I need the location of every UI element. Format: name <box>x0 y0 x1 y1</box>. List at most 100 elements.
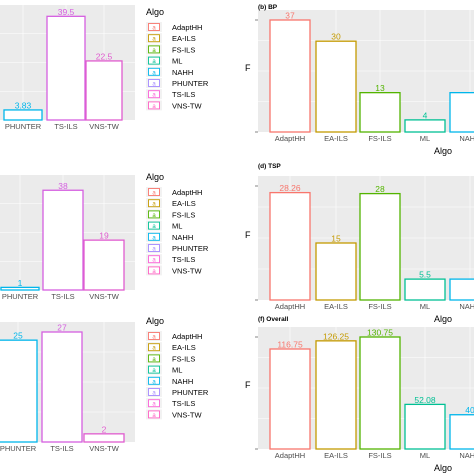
legend-label: VNS-TW <box>172 410 203 419</box>
legend-swatch <box>148 101 160 110</box>
bar-fs-ils <box>359 91 401 133</box>
legend-label: TS-ILS <box>172 90 195 99</box>
legend-label: FS-ILS <box>172 45 195 54</box>
panel-4: 28.26 AdaptHH 15 EA-ILS 28 FS-ILS 5.5 ML NAHH (d)… <box>245 163 474 324</box>
bar-ea-ils <box>315 242 357 301</box>
x-tick-label: FS-ILS <box>368 134 391 143</box>
bar-ml <box>404 403 446 450</box>
x-tick-label: PHUNTER <box>2 292 39 301</box>
legend-swatch <box>148 365 160 374</box>
x-tick-label: AdaptHH <box>275 451 305 460</box>
bar-adapthh <box>269 19 311 133</box>
bar-value-label: 28 <box>375 184 385 194</box>
legend-1: Algo a AdaptHH a EA-ILS a FS-ILS a ML a NAHH a PHUNT… <box>146 7 209 111</box>
legend-swatch <box>148 266 160 275</box>
legend-swatch <box>148 90 160 99</box>
legend-glyph: a <box>152 346 156 352</box>
legend-swatch <box>148 199 160 208</box>
bar-value-label: 13 <box>375 83 385 93</box>
legend-label: VNS-TW <box>172 266 203 275</box>
legend-label: EA-ILS <box>172 199 196 208</box>
bar-value-label: 28.26 <box>279 183 301 193</box>
legend-glyph: a <box>152 379 156 385</box>
legend-glyph: a <box>152 402 156 408</box>
legend-label: NAHH <box>172 377 193 386</box>
panel-3: 1 PHUNTER 38 TS-ILS 19 VNS-TW <box>0 175 135 301</box>
x-tick-label: PHUNTER <box>0 444 37 453</box>
x-tick-label: NAHH <box>459 134 474 143</box>
legend-swatch <box>148 343 160 352</box>
legend-glyph: a <box>152 37 156 43</box>
bar-value-label: 30 <box>331 32 341 42</box>
legend-label: FS-ILS <box>172 210 195 219</box>
legend-swatch <box>148 67 160 76</box>
x-tick-label: VNS-TW <box>89 292 120 301</box>
bar-value-label: 39.5 <box>58 7 75 17</box>
legend-label: TS-ILS <box>172 399 195 408</box>
legend-swatch <box>148 354 160 363</box>
bar-nahh <box>449 91 474 133</box>
legend-title: Algo <box>146 7 164 17</box>
legend-swatch <box>148 45 160 54</box>
bar-phunter <box>3 109 43 121</box>
x-tick-label: EA-ILS <box>324 451 348 460</box>
legend-label: VNS-TW <box>172 101 203 110</box>
x-tick-label: AdaptHH <box>275 134 305 143</box>
bar-value-label: 19 <box>99 231 109 241</box>
legend-glyph: a <box>152 202 156 208</box>
legend-glyph: a <box>152 391 156 397</box>
legend-swatch <box>148 34 160 43</box>
bar-value-label: 15 <box>331 234 341 244</box>
legend-swatch <box>148 221 160 230</box>
legend-label: FS-ILS <box>172 354 195 363</box>
legend-label: PHUNTER <box>172 79 209 88</box>
bar-value-label: 130.75 <box>367 328 393 338</box>
legend-label: NAHH <box>172 233 193 242</box>
legend-swatch <box>148 244 160 252</box>
legend-swatch <box>148 332 160 340</box>
bar-adapthh <box>269 348 311 450</box>
bar-value-label: 27 <box>57 323 67 333</box>
legend-label: ML <box>172 366 182 375</box>
legend-label: EA-ILS <box>172 34 196 43</box>
legend-label: AdaptHH <box>172 332 202 341</box>
x-tick-label: ML <box>420 451 430 460</box>
bar-fs-ils <box>359 336 401 450</box>
legend-swatch <box>148 388 160 396</box>
legend-glyph: a <box>152 104 156 110</box>
bar-value-label: 37 <box>285 11 295 21</box>
legend-label: ML <box>172 57 182 66</box>
bar-value-label: 25 <box>13 331 23 341</box>
legend-glyph: a <box>152 93 156 99</box>
x-tick-label: NAHH <box>459 302 474 311</box>
bar-value-label: 22.5 <box>96 51 113 61</box>
legend-glyph: a <box>152 247 156 253</box>
bar-value-label: 52.08 <box>414 395 436 405</box>
legend-glyph: a <box>152 269 156 275</box>
x-tick-label: TS-ILS <box>50 444 73 453</box>
legend-label: EA-ILS <box>172 343 196 352</box>
bar-value-label: 4 <box>423 110 428 120</box>
x-tick-label: FS-ILS <box>368 451 391 460</box>
legend-title: Algo <box>146 172 164 182</box>
legend-label: ML <box>172 222 182 231</box>
x-axis-label: Algo <box>434 146 452 156</box>
bar-ts-ils <box>46 15 86 121</box>
bar-value-label: 2 <box>102 424 107 434</box>
legend-swatch <box>148 410 160 419</box>
bar-value-label: 3.83 <box>15 100 32 110</box>
y-axis-label: F <box>245 230 251 240</box>
x-tick-label: EA-ILS <box>324 134 348 143</box>
bar-value-label: 126.25 <box>323 331 349 341</box>
x-tick-label: VNS-TW <box>89 444 120 453</box>
bar-vns-tw <box>83 433 125 443</box>
legend-label: PHUNTER <box>172 244 209 253</box>
bar-fs-ils <box>359 192 401 301</box>
legend-3: Algo a AdaptHH a EA-ILS a FS-ILS a ML a NAHH a PHUNT… <box>146 316 209 420</box>
bar-ts-ils <box>42 189 84 291</box>
legend-glyph: a <box>152 368 156 374</box>
x-tick-label: FS-ILS <box>368 302 391 311</box>
y-axis-label: F <box>245 63 251 73</box>
legend-swatch <box>148 79 160 87</box>
bar-ml <box>404 278 446 301</box>
